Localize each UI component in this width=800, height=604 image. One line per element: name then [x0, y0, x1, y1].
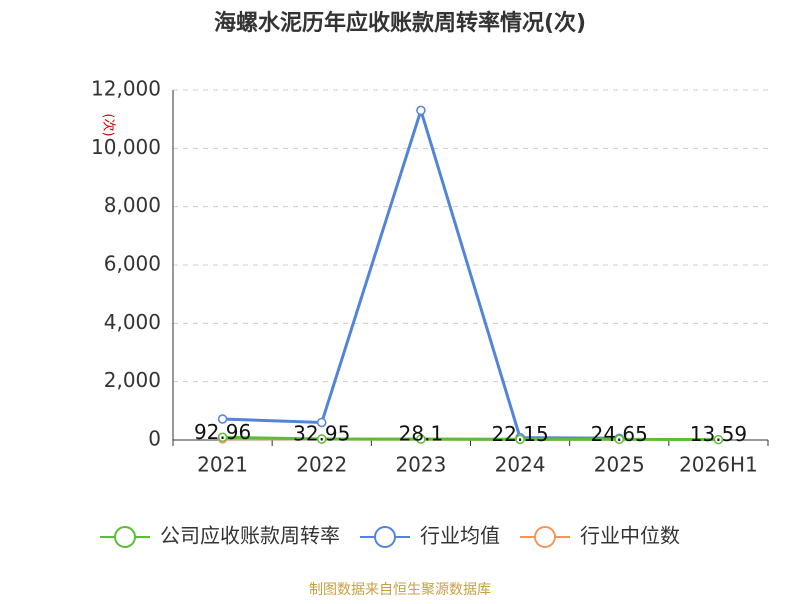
chart-title: 海螺水泥历年应收账款周转率情况(次) [214, 10, 586, 36]
legend-label: 行业均值 [420, 524, 500, 548]
legend-label: 公司应收账款周转率 [160, 524, 340, 548]
x-tick-label: 2021 [197, 453, 248, 477]
x-tick-label: 2025 [594, 453, 645, 477]
y-tick-label: 10,000 [91, 135, 161, 159]
y-tick-label: 6,000 [104, 252, 161, 276]
legend-marker [375, 527, 395, 547]
legend-label: 行业中位数 [580, 524, 680, 548]
data-point [417, 106, 425, 114]
data-label: 13.59 [690, 422, 747, 446]
y-tick-label: 0 [148, 427, 161, 451]
y-axis-label: (次) [101, 113, 117, 136]
source-note: 制图数据来自恒生聚源数据库 [309, 582, 491, 598]
y-tick-label: 8,000 [104, 193, 161, 217]
data-label: 28.1 [399, 422, 444, 446]
y-tick-label: 2,000 [104, 368, 161, 392]
data-label: 92.96 [194, 420, 251, 444]
legend-marker [535, 527, 555, 547]
data-label: 22.15 [491, 422, 548, 446]
legend-marker [115, 527, 135, 547]
y-tick-label: 12,000 [91, 77, 161, 101]
x-tick-label: 2026H1 [679, 453, 758, 477]
series-line [223, 110, 620, 438]
x-tick-label: 2024 [495, 453, 546, 477]
data-label: 24.65 [591, 422, 648, 446]
x-tick-label: 2022 [296, 453, 347, 477]
data-label: 32.95 [293, 422, 350, 446]
x-tick-label: 2023 [395, 453, 446, 477]
y-tick-label: 4,000 [104, 310, 161, 334]
